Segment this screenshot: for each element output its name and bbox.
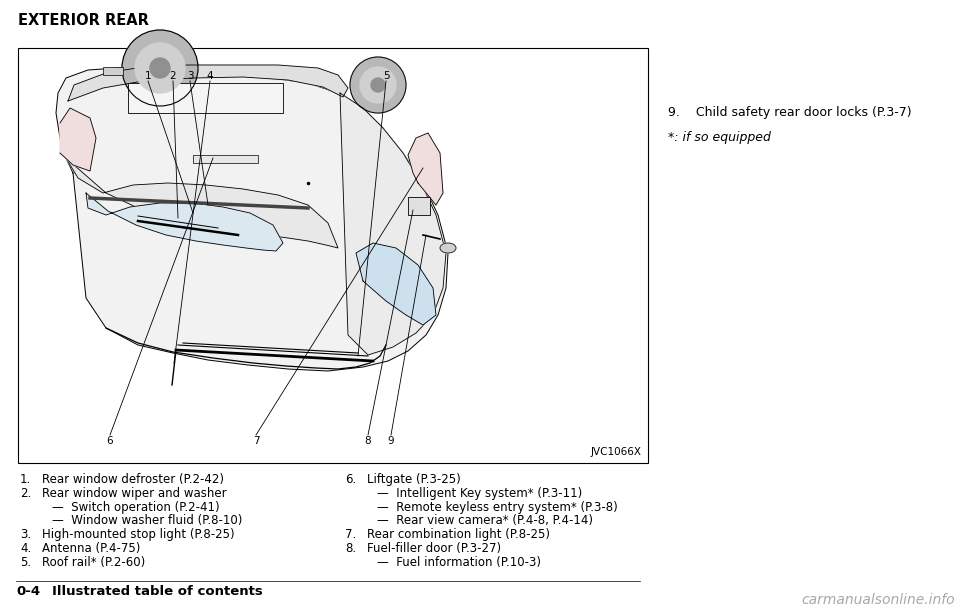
Polygon shape [68,65,348,101]
Text: Roof rail* (P.2-60): Roof rail* (P.2-60) [42,556,145,569]
Circle shape [150,58,170,78]
Text: 2.: 2. [20,487,32,500]
Polygon shape [86,193,283,251]
Bar [408,197,430,215]
Text: 1: 1 [145,71,152,81]
Text: 3.: 3. [20,528,31,541]
Text: Antenna (P.4-75): Antenna (P.4-75) [42,542,140,555]
Text: 5: 5 [383,71,390,81]
Text: JVC1066X: JVC1066X [591,447,642,457]
Text: Rear combination light (P.8-25): Rear combination light (P.8-25) [367,528,550,541]
Text: 4.: 4. [20,542,32,555]
Text: —  Switch operation (P.2-41): — Switch operation (P.2-41) [52,500,220,514]
Polygon shape [66,158,338,248]
Text: 7.: 7. [345,528,356,541]
Circle shape [135,43,185,93]
Text: EXTERIOR REAR: EXTERIOR REAR [18,13,149,28]
Circle shape [122,30,198,106]
Text: *: if so equipped: *: if so equipped [668,131,771,144]
Text: 6: 6 [107,436,113,446]
Text: carmanualsonline.info: carmanualsonline.info [802,593,955,607]
Text: 0-4: 0-4 [16,585,40,598]
Text: 3: 3 [186,71,193,81]
Text: 5.: 5. [20,556,31,569]
Circle shape [350,57,406,113]
Text: Liftgate (P.3-25): Liftgate (P.3-25) [367,473,461,486]
Ellipse shape [440,243,456,253]
Polygon shape [356,243,436,325]
Bar [193,155,258,163]
Bar [103,67,123,75]
Polygon shape [60,108,96,171]
Text: Rear window wiper and washer: Rear window wiper and washer [42,487,227,500]
Circle shape [360,67,396,103]
Text: Fuel-filler door (P.3-27): Fuel-filler door (P.3-27) [367,542,501,555]
Text: —  Window washer fluid (P.8-10): — Window washer fluid (P.8-10) [52,514,242,527]
Text: —  Fuel information (P.10-3): — Fuel information (P.10-3) [377,556,541,569]
Text: 8.: 8. [345,542,356,555]
Text: 9.    Child safety rear door locks (P.3-7): 9. Child safety rear door locks (P.3-7) [668,106,912,119]
Text: Rear window defroster (P.2-42): Rear window defroster (P.2-42) [42,473,224,486]
Text: 8: 8 [365,436,372,446]
Polygon shape [56,68,448,371]
Bar [128,83,283,113]
Text: 4: 4 [206,71,213,81]
Text: Illustrated table of contents: Illustrated table of contents [52,585,263,598]
Polygon shape [408,133,443,205]
Text: —  Remote keyless entry system* (P.3-8): — Remote keyless entry system* (P.3-8) [377,500,617,514]
Bar [18,48,648,463]
Circle shape [371,78,385,92]
Text: 2: 2 [170,71,177,81]
Text: 7: 7 [252,436,259,446]
Text: 6.: 6. [345,473,356,486]
Text: High-mounted stop light (P.8-25): High-mounted stop light (P.8-25) [42,528,234,541]
Text: 1.: 1. [20,473,32,486]
Text: —  Rear view camera* (P.4-8, P.4-14): — Rear view camera* (P.4-8, P.4-14) [377,514,593,527]
Text: 9: 9 [388,436,395,446]
Text: —  Intelligent Key system* (P.3-11): — Intelligent Key system* (P.3-11) [377,487,583,500]
Polygon shape [340,93,446,355]
